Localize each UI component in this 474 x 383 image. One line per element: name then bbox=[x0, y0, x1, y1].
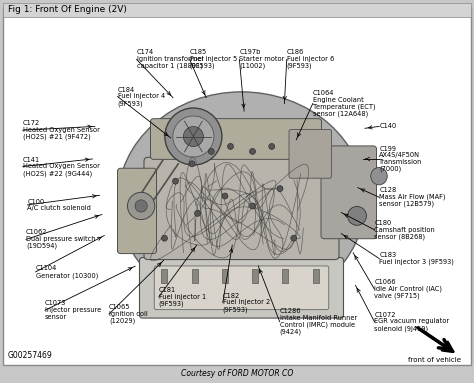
Bar bbox=[162, 269, 167, 283]
Text: C184
Fuel injector 4
(9F593): C184 Fuel injector 4 (9F593) bbox=[118, 87, 165, 106]
Circle shape bbox=[165, 108, 222, 165]
FancyBboxPatch shape bbox=[118, 168, 156, 254]
Circle shape bbox=[189, 161, 195, 167]
Circle shape bbox=[347, 206, 366, 225]
FancyBboxPatch shape bbox=[321, 146, 376, 239]
Circle shape bbox=[208, 148, 214, 154]
Text: C186
Fuel injector 6
(9F593): C186 Fuel injector 6 (9F593) bbox=[287, 49, 334, 69]
Circle shape bbox=[277, 186, 283, 192]
Circle shape bbox=[128, 192, 155, 219]
Text: C180
Camshaft position
sensor (8B268): C180 Camshaft position sensor (8B268) bbox=[374, 220, 435, 240]
Text: C1073
Injector pressure
sensor: C1073 Injector pressure sensor bbox=[45, 301, 101, 320]
Text: G00257469: G00257469 bbox=[8, 350, 53, 360]
Bar bbox=[313, 269, 319, 283]
Circle shape bbox=[249, 203, 255, 209]
Circle shape bbox=[291, 235, 297, 241]
Text: C183
Fuel injector 3 (9F593): C183 Fuel injector 3 (9F593) bbox=[379, 252, 454, 265]
Circle shape bbox=[249, 148, 255, 154]
Text: C1066
Idle Air Control (IAC)
valve (9F715): C1066 Idle Air Control (IAC) valve (9F71… bbox=[374, 279, 442, 300]
Bar bbox=[252, 269, 258, 283]
Text: C181
Fuel injector 1
(9F593): C181 Fuel injector 1 (9F593) bbox=[159, 287, 206, 307]
Circle shape bbox=[269, 144, 275, 149]
Ellipse shape bbox=[371, 167, 387, 185]
Text: C174
Ignition transformer
capacitor 1 (18801): C174 Ignition transformer capacitor 1 (1… bbox=[137, 49, 203, 69]
Text: C141
Heated Oxygen Sensor
(HO2S) #22 (9G444): C141 Heated Oxygen Sensor (HO2S) #22 (9G… bbox=[23, 157, 100, 177]
Text: C185
Fuel injector 5
(9F593): C185 Fuel injector 5 (9F593) bbox=[190, 49, 237, 69]
Text: C1065
Ignition coil
(12029): C1065 Ignition coil (12029) bbox=[109, 304, 148, 324]
Circle shape bbox=[173, 116, 214, 157]
Text: C182
Fuel injector 2
(9F593): C182 Fuel injector 2 (9F593) bbox=[223, 293, 270, 313]
Text: C1072
EGR vacuum regulator
solenoid (9J459): C1072 EGR vacuum regulator solenoid (9J4… bbox=[374, 312, 449, 332]
FancyBboxPatch shape bbox=[289, 129, 331, 178]
Bar bbox=[222, 269, 228, 283]
FancyBboxPatch shape bbox=[154, 266, 329, 309]
Bar bbox=[283, 269, 289, 283]
Text: C128
Mass Air Flow (MAF)
sensor (12B579): C128 Mass Air Flow (MAF) sensor (12B579) bbox=[379, 187, 446, 208]
Text: C1062
Dual pressure switch
(19D594): C1062 Dual pressure switch (19D594) bbox=[26, 229, 96, 249]
Text: Fig 1: Front Of Engine (2V): Fig 1: Front Of Engine (2V) bbox=[8, 5, 127, 15]
Circle shape bbox=[173, 178, 179, 184]
Ellipse shape bbox=[118, 92, 365, 310]
Circle shape bbox=[222, 193, 228, 199]
Circle shape bbox=[162, 235, 167, 241]
Circle shape bbox=[183, 126, 203, 147]
Text: C1104
Generator (10300): C1104 Generator (10300) bbox=[36, 265, 98, 278]
Circle shape bbox=[135, 200, 147, 212]
Circle shape bbox=[228, 144, 234, 149]
Text: front of vehicle: front of vehicle bbox=[408, 357, 461, 363]
Circle shape bbox=[194, 210, 201, 216]
Text: C1286
Intake Manifold Runner
Control (IMRC) module
(9424): C1286 Intake Manifold Runner Control (IM… bbox=[280, 308, 357, 336]
FancyBboxPatch shape bbox=[151, 119, 321, 159]
Text: C172
Heated Oxygen Sensor
(HO2S) #21 (9F472): C172 Heated Oxygen Sensor (HO2S) #21 (9F… bbox=[23, 120, 100, 140]
Text: Courtesy of FORD MOTOR CO: Courtesy of FORD MOTOR CO bbox=[181, 368, 293, 378]
Text: C140: C140 bbox=[379, 123, 396, 129]
Text: C199
AX4S/4F50N
Transmission
(7000): C199 AX4S/4F50N Transmission (7000) bbox=[379, 146, 423, 172]
Text: C197b
Starter motor
(11002): C197b Starter motor (11002) bbox=[239, 49, 285, 69]
FancyArrowPatch shape bbox=[417, 327, 453, 352]
Text: C100
A/C clutch solenoid: C100 A/C clutch solenoid bbox=[27, 198, 91, 211]
Bar bbox=[192, 269, 198, 283]
FancyBboxPatch shape bbox=[139, 257, 344, 318]
Text: C1064
Engine Coolant
Temperature (ECT)
sensor (12A648): C1064 Engine Coolant Temperature (ECT) s… bbox=[313, 90, 375, 117]
Bar bbox=[3, 3, 471, 17]
FancyBboxPatch shape bbox=[144, 157, 339, 260]
